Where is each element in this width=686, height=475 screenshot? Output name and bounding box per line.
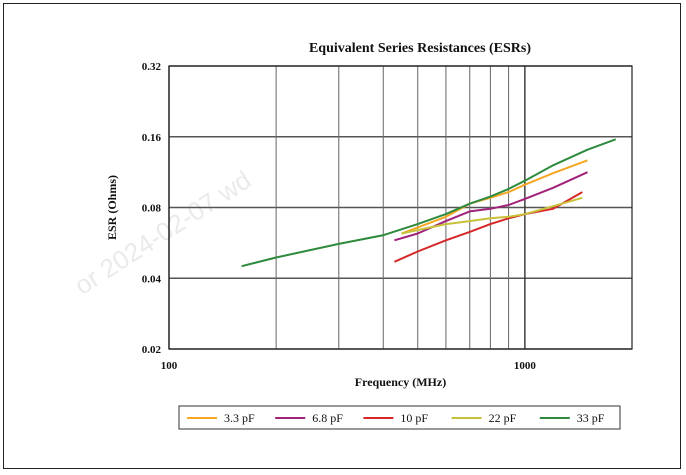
legend-label: 33 pF [577, 411, 605, 425]
legend-label: 6.8 pF [312, 411, 343, 425]
y-axis-label: ESR (Ohms) [105, 175, 119, 240]
legend: 3.3 pF 6.8 pF 10 pF 22 pF 33 pF [178, 405, 621, 430]
legend-box [178, 405, 621, 430]
grid-lines [168, 65, 632, 350]
legend-label: 3.3 pF [224, 411, 255, 425]
chart-title: Equivalent Series Resistances (ESRs) [309, 41, 531, 56]
y-tick-label: 0.08 [142, 203, 162, 215]
series-line-33-pf [241, 138, 617, 268]
x-tick-label: 1000 [514, 360, 537, 372]
y-tick-label: 0.04 [142, 273, 162, 285]
y-tick-label: 0.16 [142, 132, 162, 144]
series-line-6-8-pf [394, 171, 588, 242]
series-line-22-pf [401, 196, 583, 235]
series-line-10-pf [393, 191, 583, 263]
x-tick-label: 100 [161, 360, 178, 372]
legend-label: 10 pF [400, 411, 428, 425]
series-lines [241, 138, 617, 268]
x-axis-label: Frequency (MHz) [355, 375, 446, 389]
watermark: or 2024-02-07 wd [69, 165, 256, 301]
tick-labels: 0.02 0.04 0.08 0.16 0.32 100 1000 [142, 61, 537, 372]
legend-label: 22 pF [489, 411, 517, 425]
plot-area [168, 65, 633, 350]
series-line-3-3-pf [401, 159, 588, 235]
figure-frame [3, 3, 681, 469]
y-tick-label: 0.32 [142, 61, 162, 73]
y-tick-label: 0.02 [142, 344, 162, 356]
